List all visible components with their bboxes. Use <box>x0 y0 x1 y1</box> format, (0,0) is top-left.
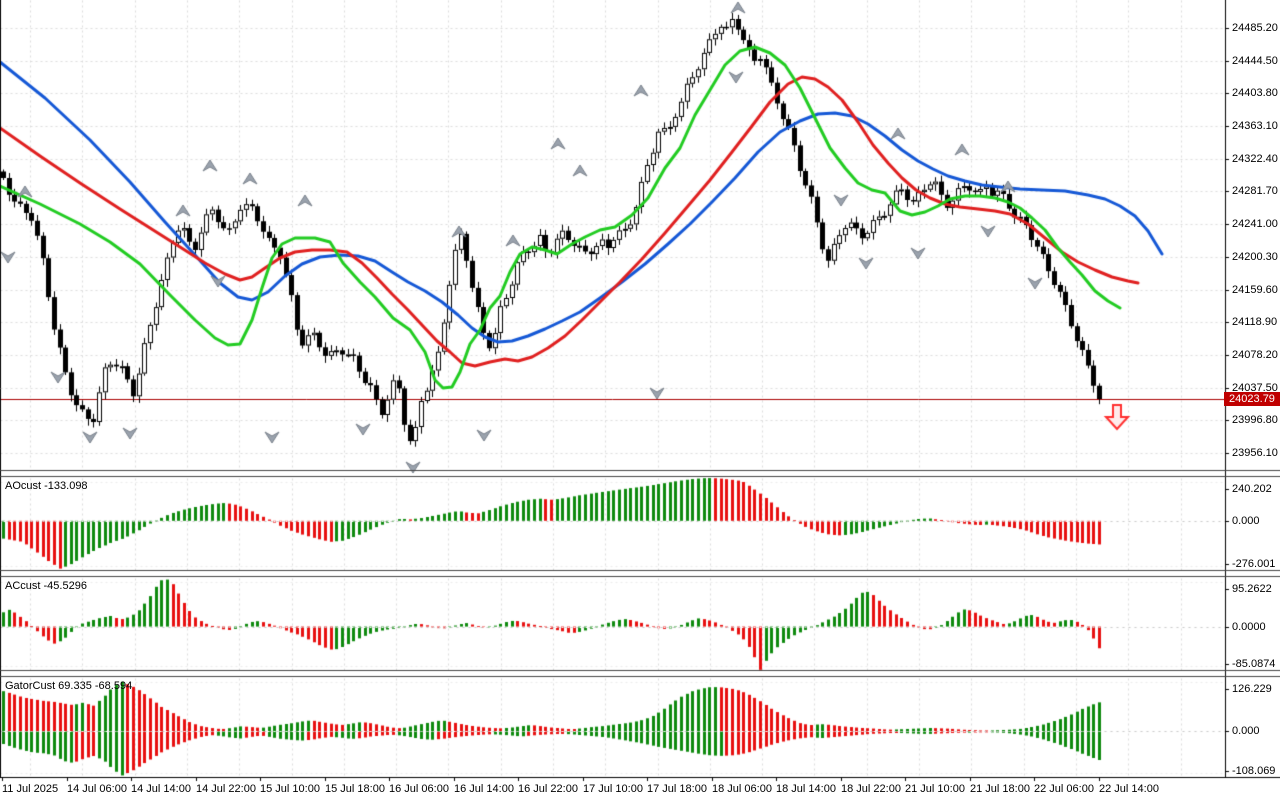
indicator-axis-label: 240.202 <box>1232 483 1272 495</box>
indicator-label-accust: ACcust -45.5296 <box>5 580 87 592</box>
time-axis-label: 16 Jul 22:00 <box>518 783 578 795</box>
time-axis-label: 22 Jul 06:00 <box>1034 783 1094 795</box>
price-axis-label: 24159.60 <box>1232 284 1278 296</box>
indicator-axis-label: 126.229 <box>1232 683 1272 695</box>
time-axis-label: 14 Jul 06:00 <box>67 783 127 795</box>
price-axis-label: 24200.30 <box>1232 251 1278 263</box>
price-axis-label: 24037.50 <box>1232 382 1278 394</box>
price-axis-label: 24281.70 <box>1232 185 1278 197</box>
indicator-axis-label: 0.0000 <box>1232 621 1266 633</box>
time-axis-label: 21 Jul 18:00 <box>970 783 1030 795</box>
price-axis-label: 24322.40 <box>1232 153 1278 165</box>
time-axis-label: 18 Jul 22:00 <box>841 783 901 795</box>
indicator-label-aocust: AOcust -133.098 <box>5 480 88 492</box>
price-axis-label: 24485.20 <box>1232 22 1278 34</box>
time-axis-label: 11 Jul 2025 <box>2 783 59 795</box>
time-axis-label: 16 Jul 06:00 <box>389 783 449 795</box>
indicator-axis-label: -108.069 <box>1232 765 1276 777</box>
price-axis-label: 23996.80 <box>1232 414 1278 426</box>
price-axis-label: 24363.10 <box>1232 120 1278 132</box>
indicator-axis-label: -276.001 <box>1232 558 1276 570</box>
price-axis-label: 24241.00 <box>1232 218 1278 230</box>
indicator-axis-label: -85.0874 <box>1232 658 1276 670</box>
price-axis-label: 24118.90 <box>1232 316 1278 328</box>
price-axis-label: 24078.20 <box>1232 349 1278 361</box>
time-axis-label: 14 Jul 22:00 <box>196 783 256 795</box>
time-axis-label: 21 Jul 10:00 <box>905 783 965 795</box>
price-axis-label: 23956.10 <box>1232 447 1278 459</box>
time-axis-label: 15 Jul 18:00 <box>325 783 385 795</box>
time-axis-label: 18 Jul 14:00 <box>776 783 836 795</box>
indicator-label-gatorcust: GatorCust 69.335 -68.594 <box>5 680 133 692</box>
time-axis-label: 17 Jul 10:00 <box>583 783 643 795</box>
indicator-axis-label: 0.000 <box>1232 725 1260 737</box>
indicator-axis-label: 95.2622 <box>1232 583 1272 595</box>
time-axis-label: 18 Jul 06:00 <box>712 783 772 795</box>
current-price-badge: 24023.79 <box>1224 392 1280 406</box>
time-axis-label: 17 Jul 18:00 <box>647 783 707 795</box>
time-axis-label: 16 Jul 14:00 <box>454 783 514 795</box>
time-axis-label: 15 Jul 10:00 <box>260 783 320 795</box>
indicator-axis-label: 0.000 <box>1232 515 1260 527</box>
time-axis-label: 14 Jul 14:00 <box>131 783 191 795</box>
time-axis-label: 22 Jul 14:00 <box>1099 783 1159 795</box>
price-axis-label: 24444.50 <box>1232 55 1278 67</box>
price-axis-label: 24403.80 <box>1232 87 1278 99</box>
